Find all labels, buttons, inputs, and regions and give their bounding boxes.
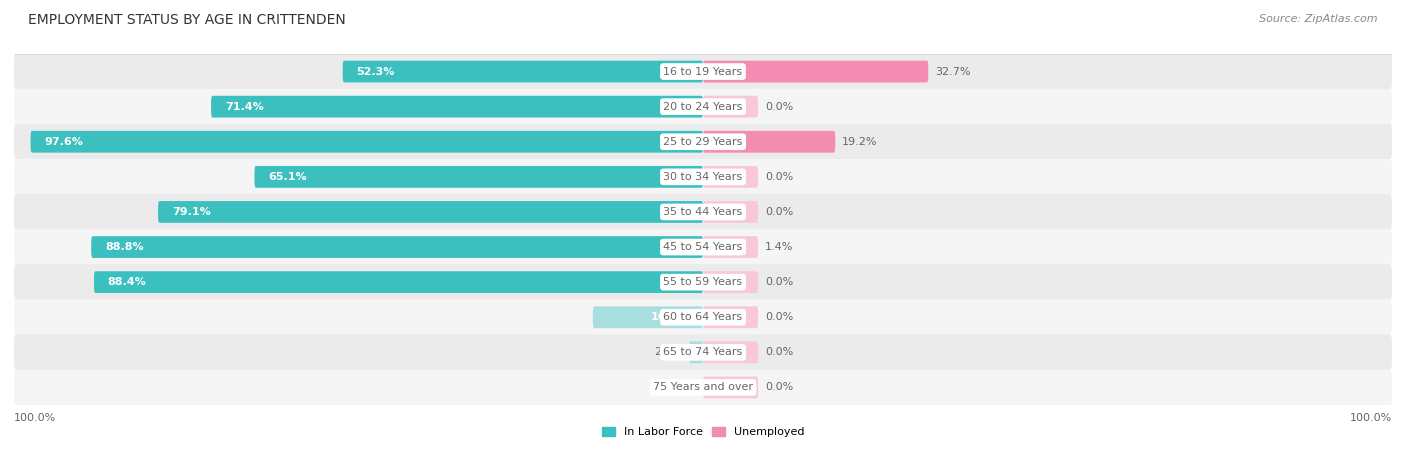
FancyBboxPatch shape — [157, 201, 703, 223]
Text: 0.0%: 0.0% — [765, 102, 793, 112]
FancyBboxPatch shape — [14, 54, 1392, 90]
Text: 45 to 54 Years: 45 to 54 Years — [664, 242, 742, 252]
Text: 55 to 59 Years: 55 to 59 Years — [664, 277, 742, 287]
Text: Source: ZipAtlas.com: Source: ZipAtlas.com — [1260, 14, 1378, 23]
FancyBboxPatch shape — [703, 306, 758, 328]
FancyBboxPatch shape — [703, 342, 758, 363]
Legend: In Labor Force, Unemployed: In Labor Force, Unemployed — [598, 422, 808, 441]
Text: 88.4%: 88.4% — [108, 277, 146, 287]
Text: 16 to 19 Years: 16 to 19 Years — [664, 67, 742, 76]
Text: 25 to 29 Years: 25 to 29 Years — [664, 137, 742, 147]
Text: 97.6%: 97.6% — [45, 137, 83, 147]
Text: 2.0%: 2.0% — [654, 347, 682, 357]
Text: 19.2%: 19.2% — [842, 137, 877, 147]
Text: 100.0%: 100.0% — [14, 413, 56, 423]
Text: 71.4%: 71.4% — [225, 102, 264, 112]
FancyBboxPatch shape — [91, 236, 703, 258]
FancyBboxPatch shape — [703, 131, 835, 153]
FancyBboxPatch shape — [14, 264, 1392, 300]
FancyBboxPatch shape — [14, 159, 1392, 195]
FancyBboxPatch shape — [689, 342, 703, 363]
Text: 0.0%: 0.0% — [765, 312, 793, 322]
Text: 20 to 24 Years: 20 to 24 Years — [664, 102, 742, 112]
FancyBboxPatch shape — [703, 201, 758, 223]
FancyBboxPatch shape — [254, 166, 703, 188]
Text: 0.0%: 0.0% — [765, 277, 793, 287]
Text: 0.0%: 0.0% — [668, 382, 696, 392]
Text: 35 to 44 Years: 35 to 44 Years — [664, 207, 742, 217]
Text: 30 to 34 Years: 30 to 34 Years — [664, 172, 742, 182]
FancyBboxPatch shape — [703, 377, 758, 398]
FancyBboxPatch shape — [94, 271, 703, 293]
FancyBboxPatch shape — [14, 369, 1392, 405]
Text: 32.7%: 32.7% — [935, 67, 970, 76]
Text: 0.0%: 0.0% — [765, 382, 793, 392]
FancyBboxPatch shape — [14, 334, 1392, 370]
FancyBboxPatch shape — [343, 61, 703, 82]
Text: 79.1%: 79.1% — [172, 207, 211, 217]
Text: 88.8%: 88.8% — [105, 242, 143, 252]
Text: EMPLOYMENT STATUS BY AGE IN CRITTENDEN: EMPLOYMENT STATUS BY AGE IN CRITTENDEN — [28, 14, 346, 27]
FancyBboxPatch shape — [14, 194, 1392, 230]
Text: 16.0%: 16.0% — [651, 312, 689, 322]
FancyBboxPatch shape — [593, 306, 703, 328]
Text: 100.0%: 100.0% — [1350, 413, 1392, 423]
FancyBboxPatch shape — [703, 271, 758, 293]
Text: 65.1%: 65.1% — [269, 172, 307, 182]
Text: 1.4%: 1.4% — [765, 242, 793, 252]
Text: 52.3%: 52.3% — [357, 67, 395, 76]
FancyBboxPatch shape — [703, 96, 758, 117]
Text: 0.0%: 0.0% — [765, 207, 793, 217]
FancyBboxPatch shape — [211, 96, 703, 117]
FancyBboxPatch shape — [14, 299, 1392, 335]
FancyBboxPatch shape — [703, 61, 928, 82]
FancyBboxPatch shape — [703, 166, 758, 188]
FancyBboxPatch shape — [14, 229, 1392, 265]
FancyBboxPatch shape — [703, 236, 758, 258]
Text: 65 to 74 Years: 65 to 74 Years — [664, 347, 742, 357]
FancyBboxPatch shape — [14, 124, 1392, 160]
Text: 0.0%: 0.0% — [765, 347, 793, 357]
FancyBboxPatch shape — [31, 131, 703, 153]
Text: 0.0%: 0.0% — [765, 172, 793, 182]
Text: 60 to 64 Years: 60 to 64 Years — [664, 312, 742, 322]
FancyBboxPatch shape — [14, 89, 1392, 125]
Text: 75 Years and over: 75 Years and over — [652, 382, 754, 392]
